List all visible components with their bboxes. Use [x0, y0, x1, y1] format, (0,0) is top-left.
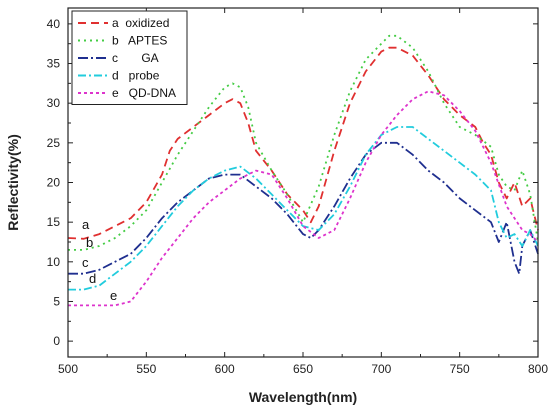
legend-entry-c: c GA [112, 51, 159, 65]
legend-entry-a: a oxidized [112, 16, 169, 30]
x-tick-label: 750 [450, 362, 470, 376]
y-tick-label: 5 [53, 294, 60, 308]
legend-entry-b: b APTES [112, 34, 167, 48]
curve-label-e: e [110, 288, 117, 303]
curve-label-a: a [82, 217, 90, 232]
x-tick-label: 800 [528, 362, 548, 376]
y-tick-label: 10 [47, 255, 61, 269]
x-tick-label: 600 [215, 362, 235, 376]
y-tick-label: 0 [53, 334, 60, 348]
y-tick-label: 20 [47, 176, 61, 190]
x-axis-title: Wavelength(nm) [249, 389, 357, 405]
y-tick-label: 40 [47, 17, 61, 31]
curve-label-b: b [86, 235, 93, 250]
series-line-a [67, 46, 539, 240]
legend-entry-e: e QD-DNA [112, 86, 176, 100]
series-line-c [68, 141, 539, 275]
series-layer [67, 34, 539, 307]
curve-label-d: d [89, 271, 96, 286]
x-tick-label: 650 [293, 362, 313, 376]
y-axis: 0 5 10 15 20 25 30 35 40 [47, 17, 538, 348]
curve-label-c: c [82, 255, 89, 270]
y-tick-label: 35 [47, 57, 61, 71]
x-tick-label: 700 [371, 362, 391, 376]
y-tick-label: 30 [47, 96, 61, 110]
x-tick-label: 500 [58, 362, 78, 376]
series-line-b [68, 34, 539, 251]
y-tick-label: 15 [47, 215, 61, 229]
legend-entry-d: d probe [112, 69, 160, 83]
legend: a oxidized b APTES c GA d probe e QD-DNA [71, 10, 188, 105]
x-axis: 500 550 600 650 700 750 800 [58, 8, 548, 376]
y-tick-label: 25 [47, 136, 61, 150]
x-tick-label: 550 [136, 362, 156, 376]
series-line-d [68, 126, 539, 291]
y-axis-title: Reflectivity(%) [5, 134, 21, 230]
